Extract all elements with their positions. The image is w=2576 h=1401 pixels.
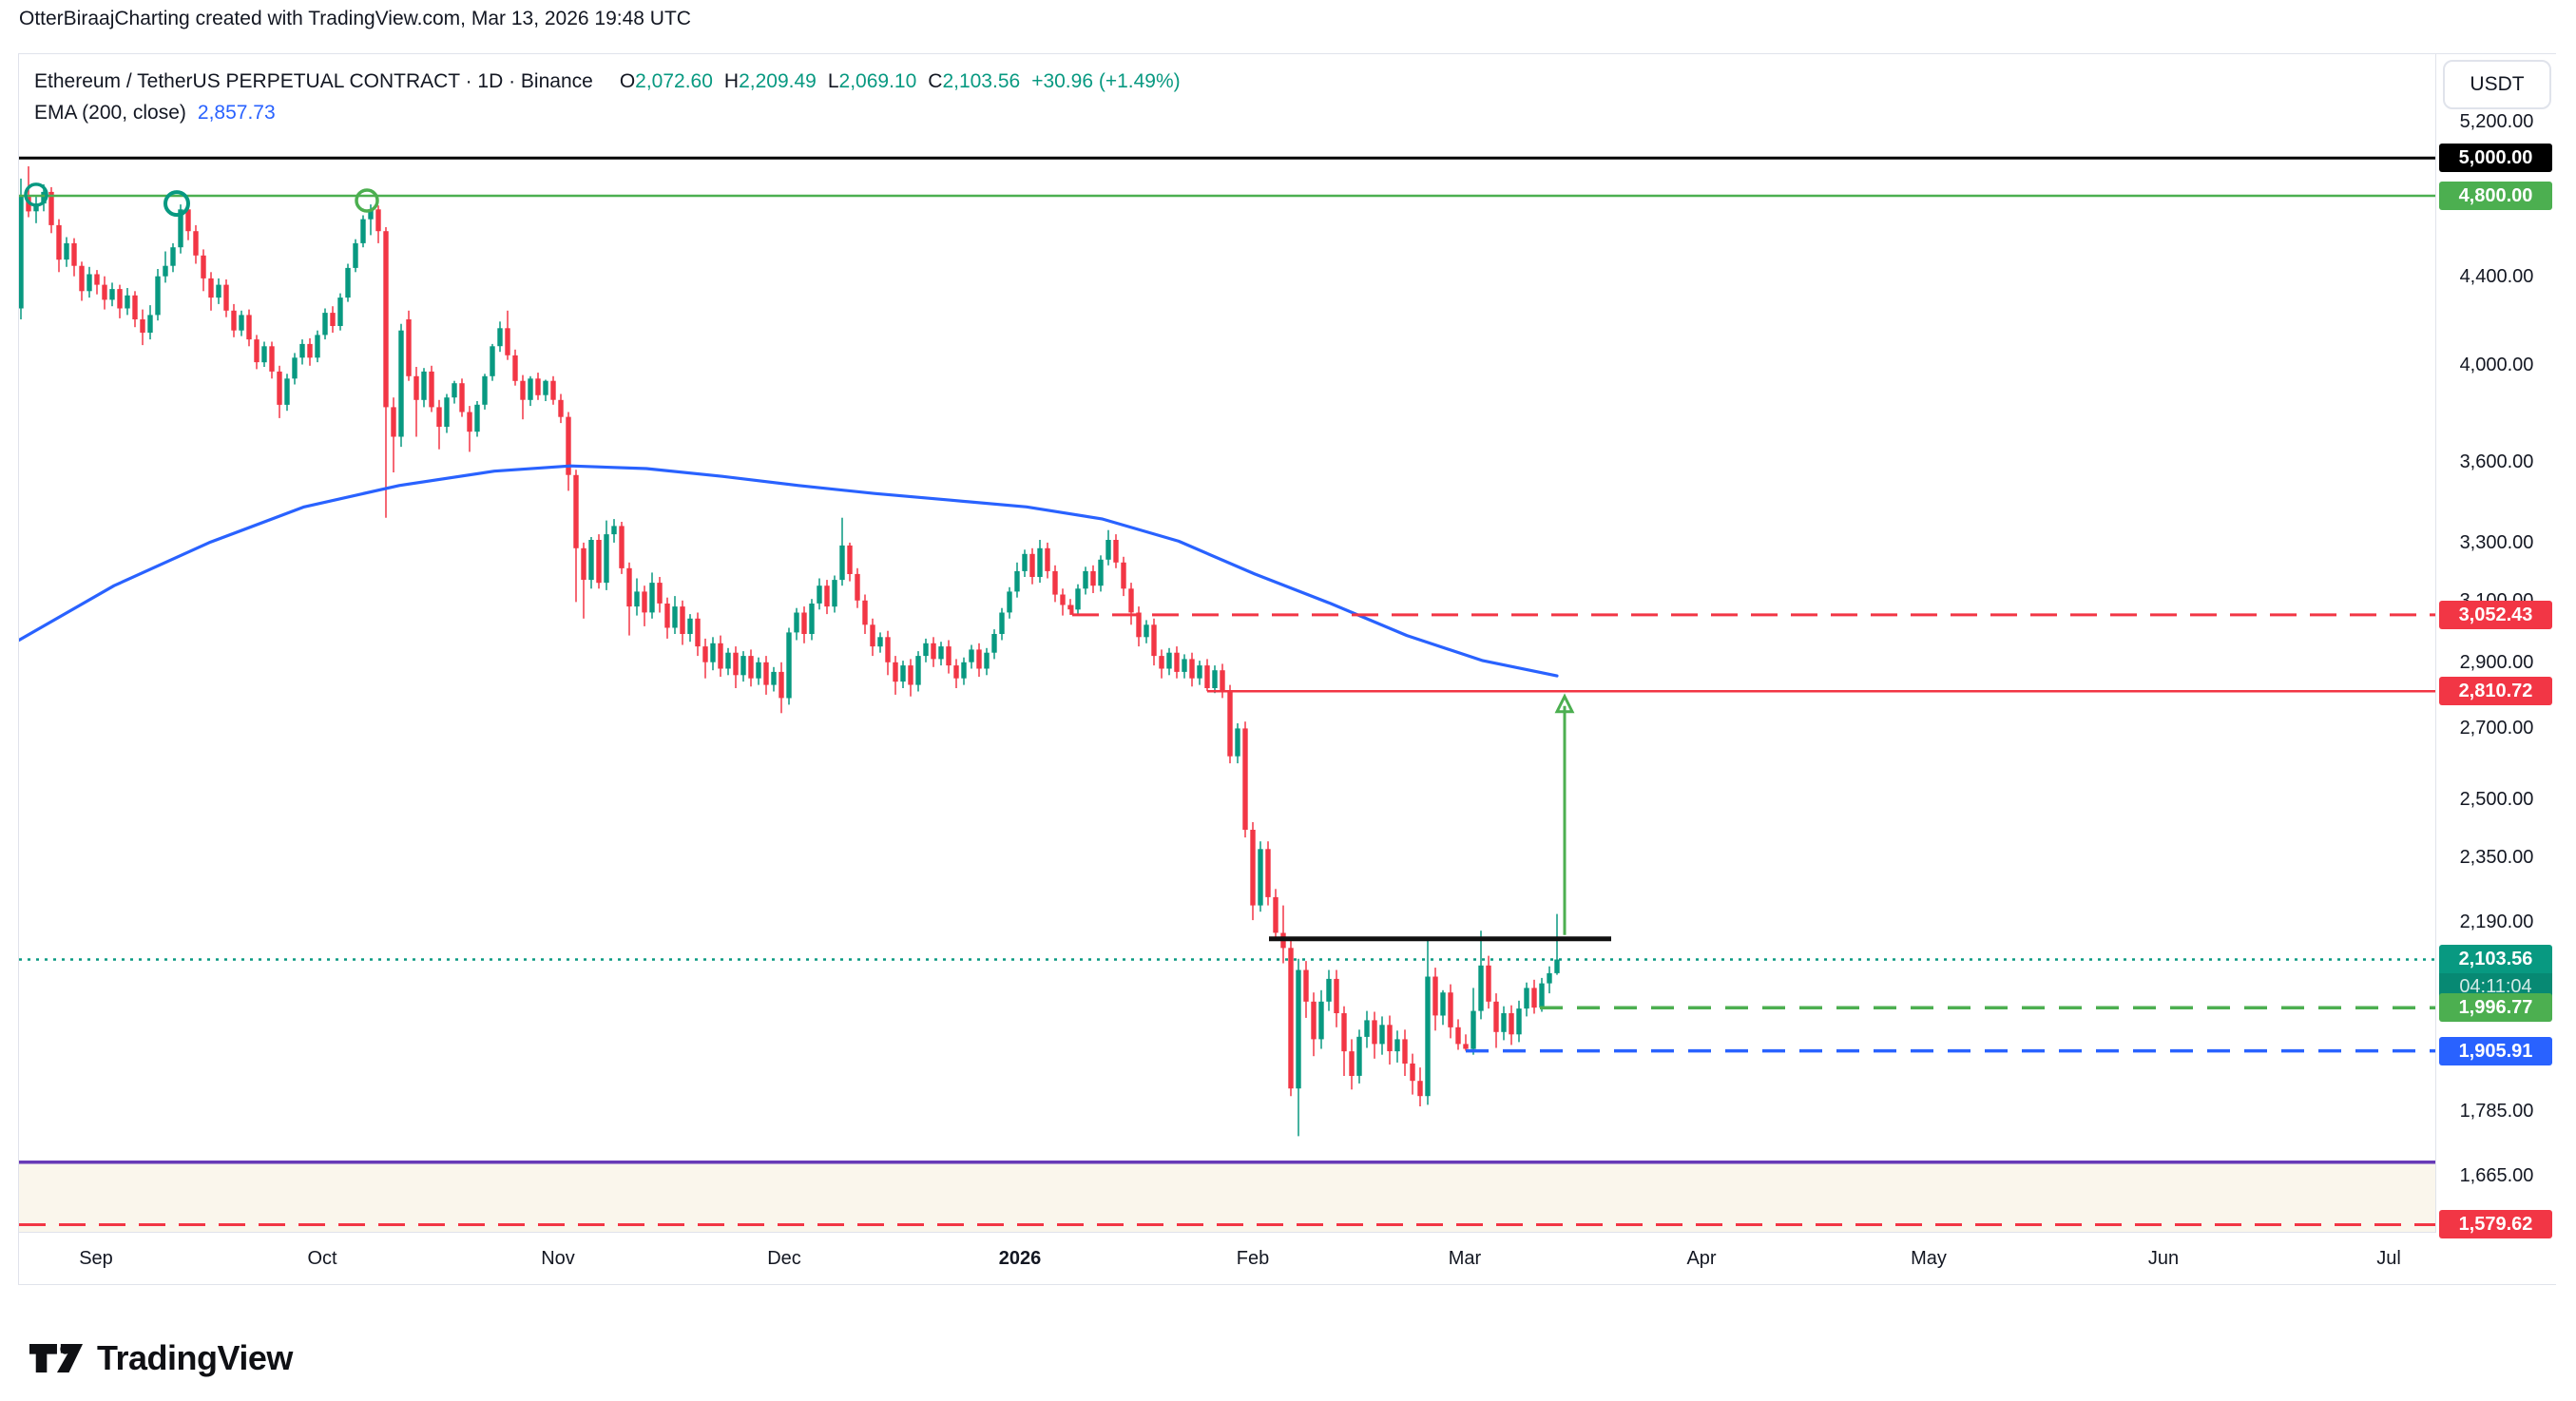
currency-button[interactable]: USDT — [2443, 60, 2551, 109]
price-tick: 2,700.00 — [2459, 718, 2534, 739]
time-tick: Apr — [1686, 1248, 1717, 1269]
price-tick: 3,300.00 — [2459, 532, 2534, 553]
high-value: 2,209.49 — [739, 70, 817, 92]
circle-top-2 — [163, 190, 190, 218]
price-tick: 5,200.00 — [2459, 111, 2534, 132]
candlestick-canvas — [19, 156, 2435, 1232]
target-arrow — [1554, 693, 1575, 935]
change-value: +30.96 (+1.49%) — [1031, 70, 1181, 92]
open-label: O — [619, 70, 636, 92]
legend-ema-row[interactable]: EMA (200, close) 2,857.73 — [34, 97, 1181, 128]
price-axis[interactable]: USDT 5,200.00 4,400.00 4,000.00 3,600.00 3,3… — [2437, 54, 2556, 1284]
chart-widget: Ethereum / TetherUS PERPETUAL CONTRACT ·… — [18, 53, 2556, 1285]
time-tick: May — [1911, 1248, 1947, 1269]
price-badge: 4,800.00 — [2439, 182, 2552, 210]
price-tick: 2,500.00 — [2459, 789, 2534, 810]
price-badge: 1,579.62 — [2439, 1210, 2552, 1238]
high-label: H — [723, 70, 740, 92]
ema-value: 2,857.73 — [197, 102, 276, 124]
legend-symbol-row[interactable]: Ethereum / TetherUS PERPETUAL CONTRACT ·… — [34, 66, 1181, 97]
low-value: 2,069.10 — [838, 70, 917, 92]
time-tick: Mar — [1448, 1248, 1482, 1269]
close-label: C — [928, 70, 943, 92]
time-tick: 2026 — [998, 1248, 1042, 1269]
price-tick: 3,600.00 — [2459, 451, 2534, 472]
watermark-title: OtterBiraajCharting created with Trading… — [19, 8, 691, 29]
time-tick: Nov — [541, 1248, 575, 1269]
symbol-title[interactable]: Ethereum / TetherUS PERPETUAL CONTRACT ·… — [34, 70, 593, 92]
open-value: 2,072.60 — [635, 70, 713, 92]
circle-top-1 — [24, 182, 48, 207]
price-tick: 2,350.00 — [2459, 847, 2534, 868]
time-tick: Dec — [767, 1248, 801, 1269]
ema-label: EMA (200, close) — [34, 102, 186, 124]
time-tick: Jul — [2376, 1248, 2401, 1269]
time-axis[interactable]: Sep Oct Nov Dec 2026 Feb Mar Apr May Jun Jul — [19, 1232, 2436, 1284]
time-tick: Sep — [79, 1248, 113, 1269]
price-tick: 4,400.00 — [2459, 266, 2534, 287]
ema-line — [19, 464, 1559, 678]
price-badge: 1,996.77 — [2439, 993, 2552, 1022]
price-tick: 2,900.00 — [2459, 652, 2534, 673]
price-badge: 1,905.91 — [2439, 1037, 2552, 1065]
time-tick: Feb — [1236, 1248, 1270, 1269]
chart-legend: Ethereum / TetherUS PERPETUAL CONTRACT ·… — [34, 66, 1181, 128]
time-tick: Oct — [307, 1248, 337, 1269]
tradingview-wordmark: TradingView — [97, 1338, 293, 1377]
tradingview-logo-icon — [29, 1344, 84, 1372]
price-tick: 2,190.00 — [2459, 912, 2534, 932]
price-chart[interactable]: Ethereum / TetherUS PERPETUAL CONTRACT ·… — [19, 54, 2436, 1232]
price-badge: 2,810.72 — [2439, 677, 2552, 705]
low-label: L — [827, 70, 839, 92]
price-tick: 4,000.00 — [2459, 355, 2534, 375]
tradingview-brand[interactable]: TradingView — [29, 1331, 293, 1386]
close-value: 2,103.56 — [942, 70, 1021, 92]
price-badge: 2,103.56 04:11:04 — [2439, 945, 2552, 1002]
circle-top-3 — [355, 188, 379, 213]
highlight-band — [19, 1161, 2435, 1232]
price-tick: 1,665.00 — [2459, 1165, 2534, 1186]
price-badge: 3,052.43 — [2439, 601, 2552, 629]
price-tick: 1,785.00 — [2459, 1101, 2534, 1122]
time-tick: Jun — [2147, 1248, 2180, 1269]
price-badge: 5,000.00 — [2439, 144, 2552, 172]
